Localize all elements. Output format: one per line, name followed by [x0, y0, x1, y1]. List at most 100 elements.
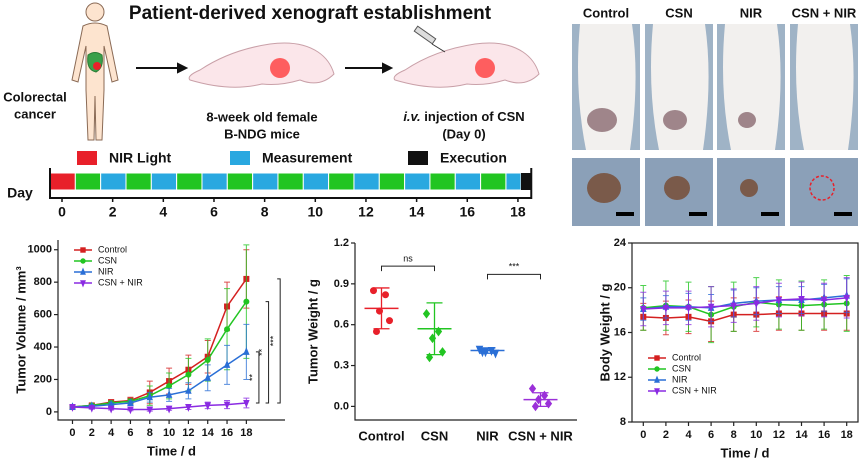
human-figure	[71, 2, 119, 141]
legend-marker	[654, 366, 660, 372]
photo-label: CSN + NIR	[792, 5, 857, 20]
data-point	[185, 404, 192, 412]
legend-label: Measurement	[262, 150, 353, 166]
data-point	[376, 307, 383, 315]
legend-marker	[654, 388, 660, 396]
timeline-segment	[520, 173, 531, 190]
series-line	[643, 297, 847, 310]
timeline-tick-label: 4	[159, 204, 167, 220]
significance-label: **	[247, 373, 257, 381]
y-tick-label: 0.0	[334, 400, 349, 412]
data-point	[204, 373, 211, 381]
x-tick-label: 10	[750, 429, 762, 441]
significance-label: **	[257, 348, 267, 356]
mouse	[188, 42, 540, 88]
timeline-tick-label: 16	[459, 204, 475, 220]
legend-label: Execution	[440, 150, 507, 166]
timeline-segment	[328, 172, 355, 191]
timeline-segment	[150, 172, 178, 191]
data-point	[843, 294, 850, 303]
x-axis-label: Time / d	[721, 445, 770, 460]
legend-label: CSN	[672, 363, 691, 373]
y-tick-label: 0.3	[334, 359, 349, 371]
data-point	[185, 386, 192, 394]
legend-marker	[80, 247, 86, 253]
data-point	[243, 298, 250, 305]
data-point	[428, 333, 437, 344]
legend-marker	[654, 355, 660, 361]
data-point	[753, 300, 760, 309]
timeline-segment	[201, 172, 228, 191]
photos: Control CSN NIR CSN + NIR	[572, 5, 858, 226]
timeline-segment	[378, 172, 406, 191]
timeline-segment	[176, 172, 203, 191]
photo-label: Control	[583, 5, 629, 20]
photo-tumor	[664, 176, 690, 200]
arrow	[136, 62, 394, 74]
legend-label: CSN + NIR	[98, 277, 143, 287]
syringe	[413, 25, 446, 53]
y-tick-label: 0.9	[334, 278, 349, 290]
significance-bracket	[487, 273, 541, 280]
y-tick-label: 16	[614, 326, 626, 338]
x-tick-label: 10	[163, 427, 175, 439]
x-tick-label: 16	[818, 429, 830, 441]
x-tick-label: 8	[147, 427, 153, 439]
series-line	[72, 278, 247, 408]
data-point	[243, 347, 250, 355]
data-point	[707, 303, 715, 312]
x-tick-label: 2	[89, 427, 95, 439]
series-line	[72, 301, 247, 408]
timeline-tick-label: 0	[58, 204, 66, 220]
data-point	[531, 401, 540, 412]
x-tick-label: 0	[640, 429, 646, 441]
photo-mouse	[723, 24, 781, 150]
data-point	[88, 404, 96, 413]
timeline-segment	[353, 172, 380, 191]
mouse-label: 8-week old female	[206, 109, 317, 124]
timeline-tick-label: 10	[308, 204, 324, 220]
legend-label: CSN + NIR	[672, 385, 717, 395]
timeline-segment	[252, 172, 279, 191]
legend-label: NIR	[672, 374, 688, 384]
data-point	[534, 394, 543, 405]
photo-tumor	[587, 173, 621, 203]
y-tick-label: 1.2	[334, 237, 349, 249]
data-point	[730, 302, 737, 311]
series-line	[643, 294, 847, 310]
axes	[354, 243, 577, 421]
timeline-axis	[49, 168, 533, 199]
data-point	[223, 360, 231, 368]
x-tick-label: CSN	[421, 428, 448, 443]
photo-mouse	[651, 24, 709, 150]
photo-tumor	[663, 110, 687, 130]
data-point	[820, 297, 828, 305]
data-point	[243, 399, 250, 408]
timeline-segment	[74, 172, 102, 191]
timeline-segment	[302, 172, 330, 191]
timeline-tick-label: 14	[409, 204, 425, 220]
data-point	[685, 304, 692, 313]
x-tick-label: NIR	[476, 428, 499, 443]
data-point	[425, 352, 434, 363]
dot-chart: 0.0 0.3 0.6 0.9 1.2 Tumor Weight / g Control CS…	[305, 237, 577, 443]
series-line	[72, 402, 247, 411]
data-point	[540, 390, 549, 401]
x-tick-label: 0	[69, 427, 75, 439]
timeline-tick-label: 18	[510, 204, 526, 220]
data-point	[370, 287, 377, 295]
photo-label: CSN	[665, 5, 692, 20]
data-point	[386, 317, 393, 325]
y-tick-label: 8	[620, 416, 626, 428]
mouse-label-italic: i.v.	[403, 109, 420, 124]
data-point	[146, 392, 154, 401]
significance-label: ***	[509, 262, 520, 272]
mouse-label: (Day 0)	[442, 126, 485, 141]
series-line	[643, 312, 847, 323]
y-tick-label: 800	[34, 276, 52, 288]
photo-tumor	[587, 108, 617, 132]
data-point	[775, 297, 783, 305]
